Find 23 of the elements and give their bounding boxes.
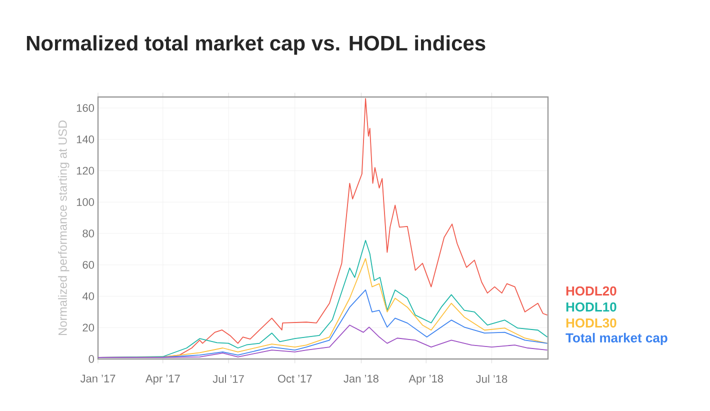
x-tick-label: Oct ’17 <box>278 374 312 383</box>
x-tick-label: Jul ’17 <box>212 374 244 383</box>
x-tick-label: Jan ’17 <box>80 374 116 382</box>
x-tick-label: Jul ’18 <box>476 374 508 383</box>
chart-title: Normalized total market cap vs. HODL indices <box>26 35 486 55</box>
y-tick-label: 140 <box>76 135 94 144</box>
y-axis-title: Normalized performance starting at USD <box>58 120 70 336</box>
line-series <box>98 324 548 358</box>
y-tick-label: 160 <box>76 104 94 112</box>
series-label: HODL30 <box>566 318 616 328</box>
y-tick-label: 40 <box>82 292 94 300</box>
y-tick-label: 60 <box>82 260 94 269</box>
text: HODL10 <box>566 302 616 312</box>
x-tick-label: Apr ’17 <box>146 374 180 385</box>
y-tick-label: 20 <box>82 324 94 332</box>
series-label: Total market cap <box>566 332 668 346</box>
text: HODL20 <box>566 286 616 296</box>
y-tick-label: 0 <box>88 355 94 363</box>
x-tick-label: Jan ’18 <box>344 374 378 383</box>
x-tick-label: Apr ’18 <box>408 374 444 385</box>
y-tick-label: 120 <box>76 166 94 175</box>
y-tick-label: 80 <box>82 230 94 238</box>
y-tick-label: 100 <box>76 198 94 206</box>
